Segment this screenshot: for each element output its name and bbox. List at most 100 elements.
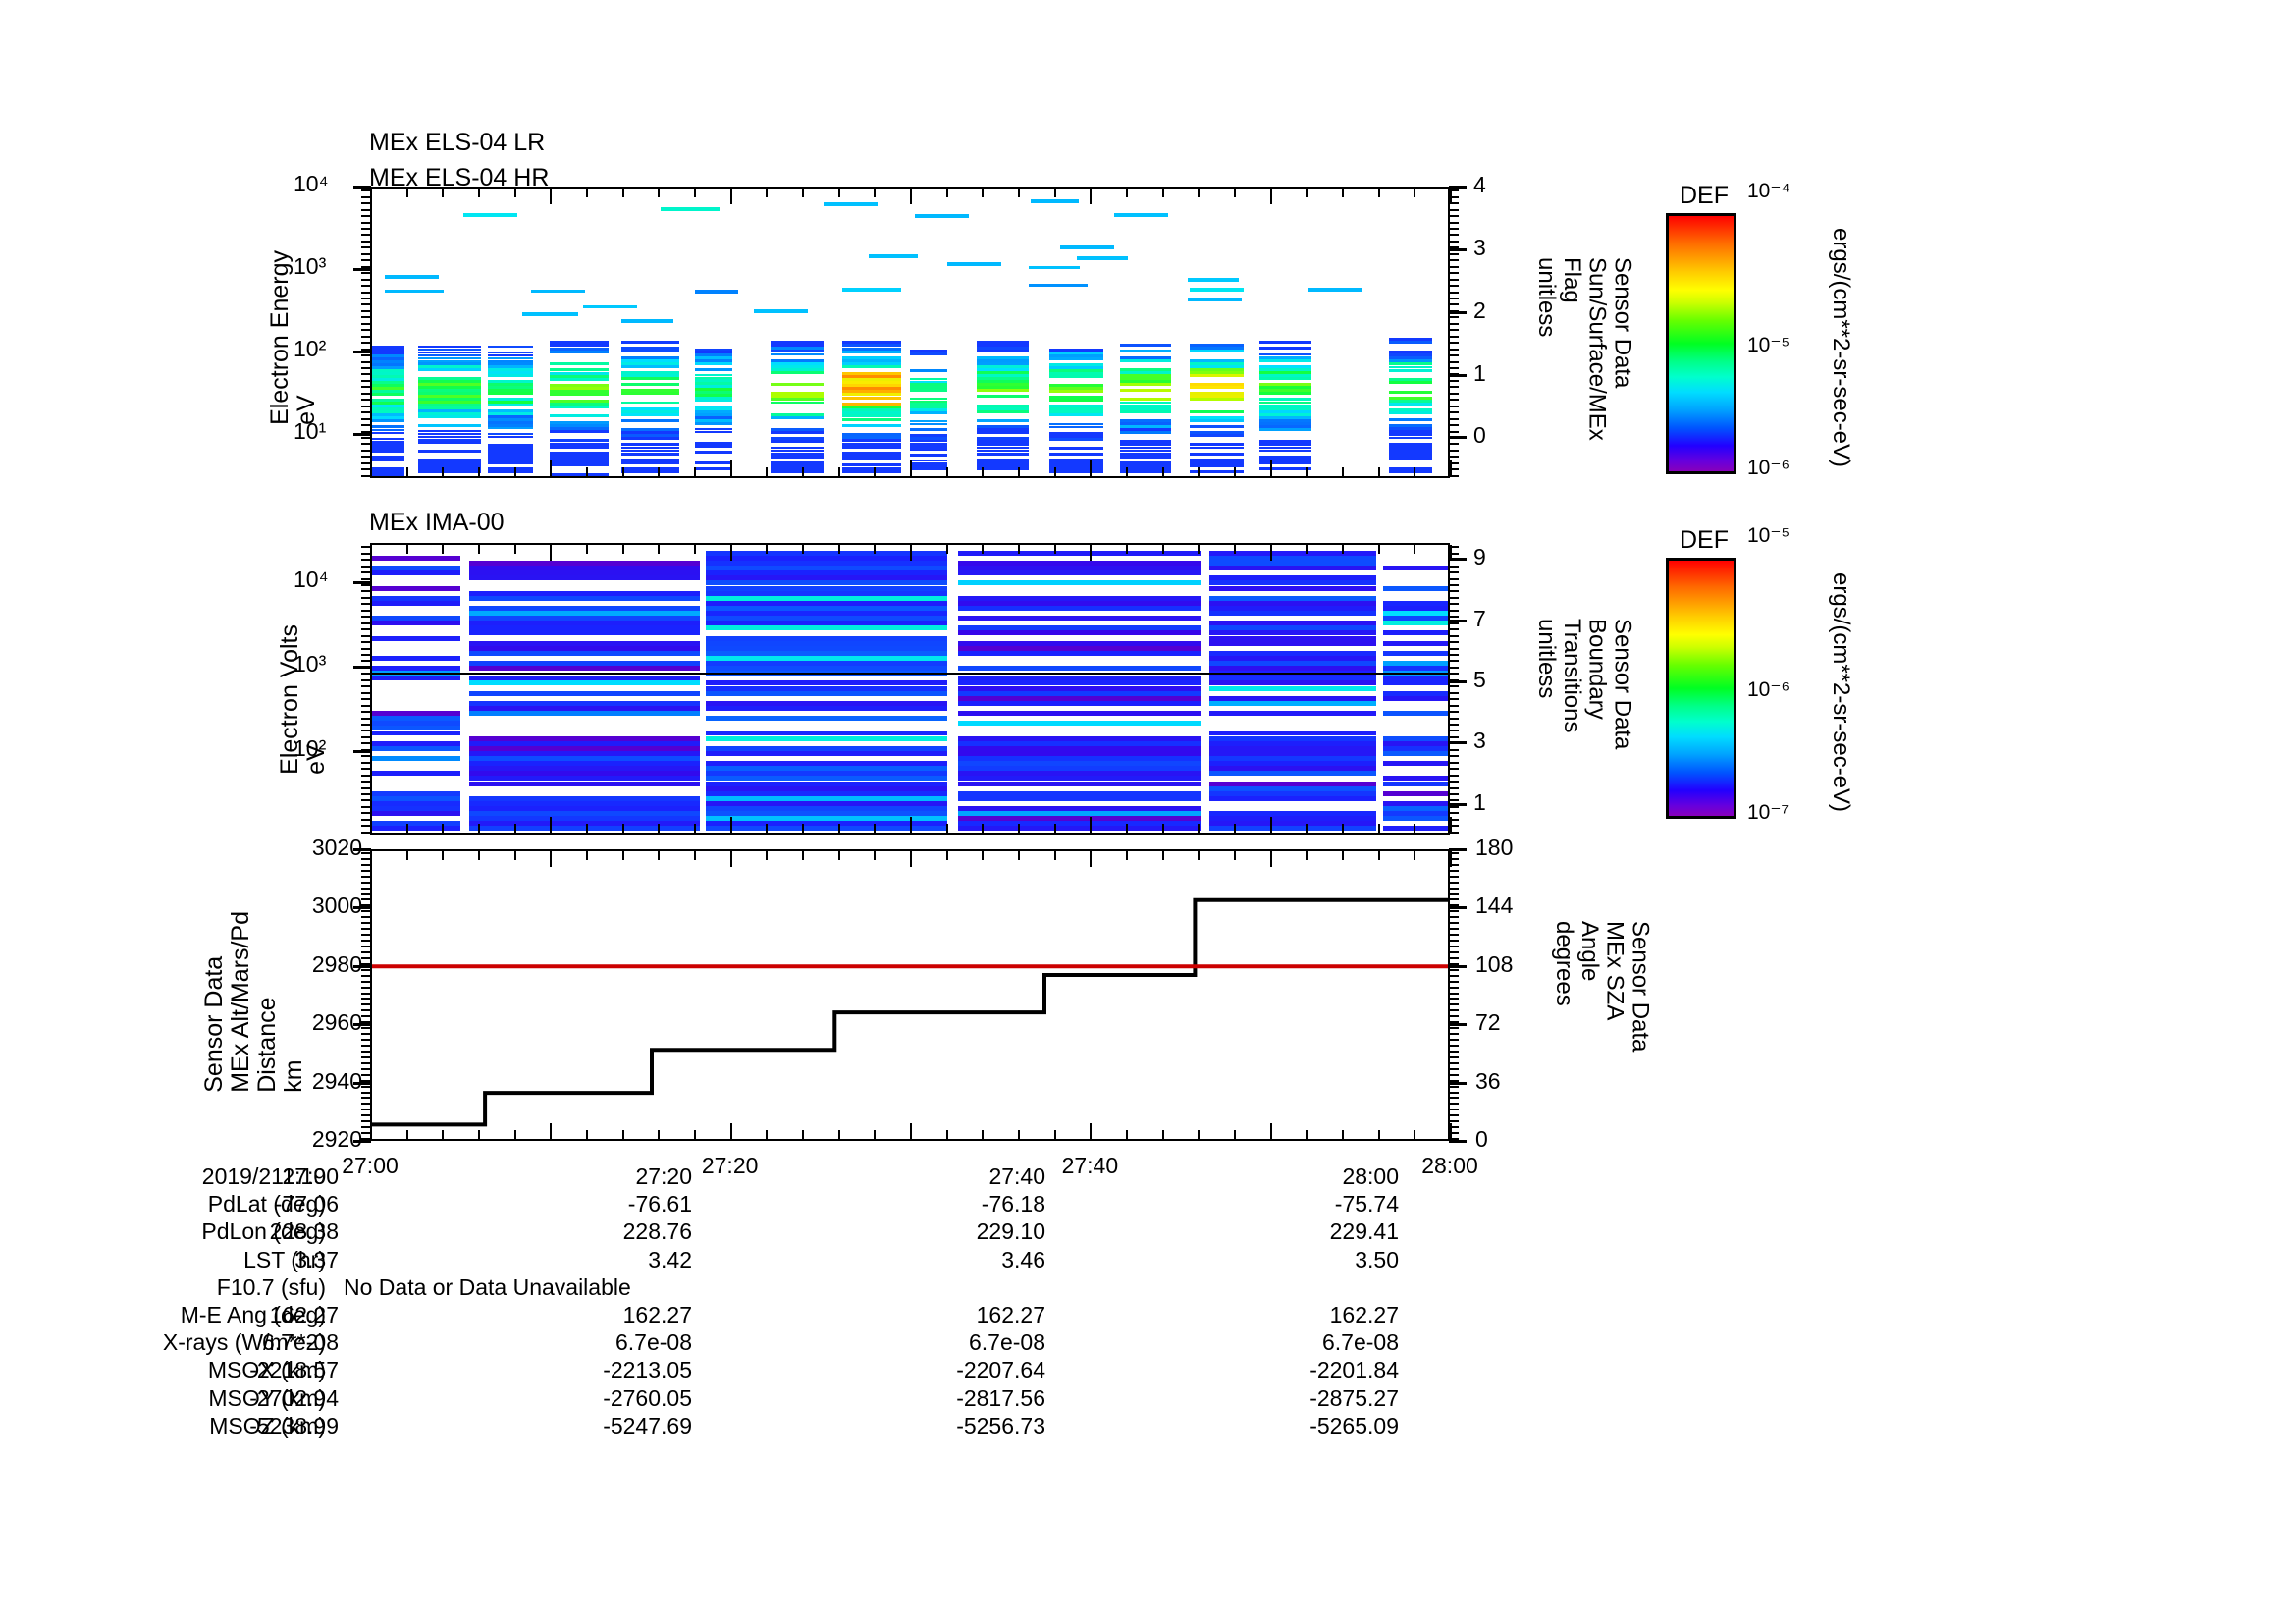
axis-tick-x-bottom (837, 824, 840, 833)
axis-tick-minor-right (1449, 1085, 1459, 1088)
spectrogram-cell (1383, 600, 1448, 606)
spectrogram-cell (910, 386, 948, 390)
spectrogram-cell (468, 570, 701, 576)
spectrogram-cell (621, 389, 680, 393)
spectrogram-cell (549, 445, 610, 449)
axis-tick-minor-right (1449, 875, 1459, 878)
spectrogram-cell (549, 423, 610, 427)
axis-tick-minor-right (1449, 546, 1459, 549)
spectrogram-cell (1030, 199, 1080, 203)
axis-tick-minor-left (361, 316, 371, 319)
spectrogram-cell (1388, 458, 1432, 461)
spectrogram-cell (1388, 469, 1432, 473)
axis-tick-x-top (837, 189, 840, 197)
spectrogram-cell (621, 350, 680, 353)
axis-tick-minor-right (1449, 825, 1459, 828)
spectrogram-cell (1049, 460, 1104, 464)
spectrogram-cell (841, 393, 902, 397)
axis-tick-x-bottom (1161, 1130, 1164, 1139)
spectrogram-cell (1119, 460, 1172, 464)
axis-tick-minor-right (1449, 559, 1459, 562)
axis-tick-x-bottom (405, 467, 408, 476)
axis-tick-minor-right (1449, 373, 1459, 376)
axis-tick-minor-left (361, 1061, 371, 1064)
spectrogram-cell (705, 806, 948, 811)
spectrogram-cell (1049, 446, 1104, 450)
spectrogram-cell (958, 700, 1201, 706)
axis-tick-minor-right (1449, 240, 1459, 243)
spectrogram-cell (910, 411, 948, 414)
axis-tick-minor-left (361, 360, 371, 363)
spectrogram-cell (1119, 446, 1172, 450)
axis-tick-minor-left (361, 1039, 371, 1042)
spectrogram-cell (488, 380, 534, 384)
spectrogram-cell (694, 405, 733, 408)
axis-tick-x-bottom (694, 824, 696, 833)
spectrogram-cell (910, 403, 948, 406)
spectrogram-cell (1208, 711, 1376, 717)
axis-label-y-left: 10⁴ (294, 171, 329, 196)
axis-tick-minor-right (1449, 986, 1459, 989)
spectrogram-cell (372, 458, 404, 461)
spectrogram-cell (1049, 399, 1104, 403)
spectrogram-cell (770, 440, 825, 444)
spectrogram-cell (694, 410, 733, 414)
axis-tick-x-top (1234, 545, 1236, 554)
spectrogram-cell (705, 795, 948, 801)
spectrogram-cell (705, 595, 948, 601)
axis-tick-minor-left (361, 928, 371, 931)
spectrogram-cell (958, 685, 1201, 691)
spectrogram-cell (1388, 356, 1432, 360)
spectrogram-cell (1189, 415, 1244, 419)
axis-label-x: 27:40 (1061, 1153, 1119, 1178)
axis-tick-minor-right (1449, 303, 1459, 306)
spectrogram-cell (770, 412, 825, 416)
spectrogram-cell (372, 443, 404, 447)
axis-tick-minor-left (361, 934, 371, 937)
spectrogram-cell (1189, 347, 1244, 351)
axis-tick-minor-right (1449, 628, 1459, 631)
spectrogram-cell (1208, 611, 1376, 617)
spectrogram-cell (549, 344, 610, 348)
axis-tick-minor-left (361, 1138, 371, 1141)
spectrogram-cell (549, 371, 610, 375)
axis-tick-x-top (1198, 189, 1201, 197)
spectrogram-cell (488, 444, 534, 448)
axis-label-y-right: 36 (1475, 1067, 1501, 1094)
spectrogram-cell (621, 361, 680, 365)
axis-tick-minor-left (361, 673, 371, 676)
spectrogram-cell (1259, 355, 1311, 359)
spectrogram-cell (1259, 367, 1311, 371)
spectrogram-cell (705, 550, 948, 556)
spectrogram-cell (705, 580, 948, 586)
axis-tick-minor-right (1449, 755, 1459, 758)
spectrogram-cell (1189, 470, 1244, 473)
spectrogram-cell (976, 344, 1029, 348)
axis-tick-x-top (586, 189, 588, 197)
spectrogram-cell (418, 441, 481, 445)
axis-tick-minor-right (1449, 622, 1459, 624)
spectrogram-cell (463, 212, 517, 217)
axis-tick-minor-right (1449, 424, 1459, 427)
spectrogram-cell (468, 661, 701, 667)
spectrogram-cell (1388, 430, 1432, 434)
axis-tick-minor-right (1449, 252, 1459, 255)
spectrogram-cell (488, 386, 534, 389)
spectrogram-cell (488, 374, 534, 378)
spectrogram-cell (372, 419, 404, 423)
axis-tick-minor-right (1449, 215, 1459, 218)
axis-tick-x-bottom (513, 1130, 516, 1139)
axis-tick-x-bottom (982, 467, 985, 476)
info-table-row-label: MSOX (km) (207, 1357, 326, 1383)
axis-tick-x-top (1018, 189, 1020, 197)
spectrogram-cell (372, 826, 460, 832)
spectrogram-cell (549, 439, 610, 443)
spectrogram-cell (1388, 365, 1432, 369)
axis-tick-minor-left (361, 208, 371, 211)
axis-tick-minor-right (1449, 653, 1459, 656)
spectrogram-cell (841, 417, 902, 421)
axis-tick-x-top (1090, 189, 1093, 204)
spectrogram-cell (1388, 403, 1432, 406)
axis-tick-x-bottom (1090, 817, 1093, 833)
spectrogram-cell (385, 289, 445, 294)
